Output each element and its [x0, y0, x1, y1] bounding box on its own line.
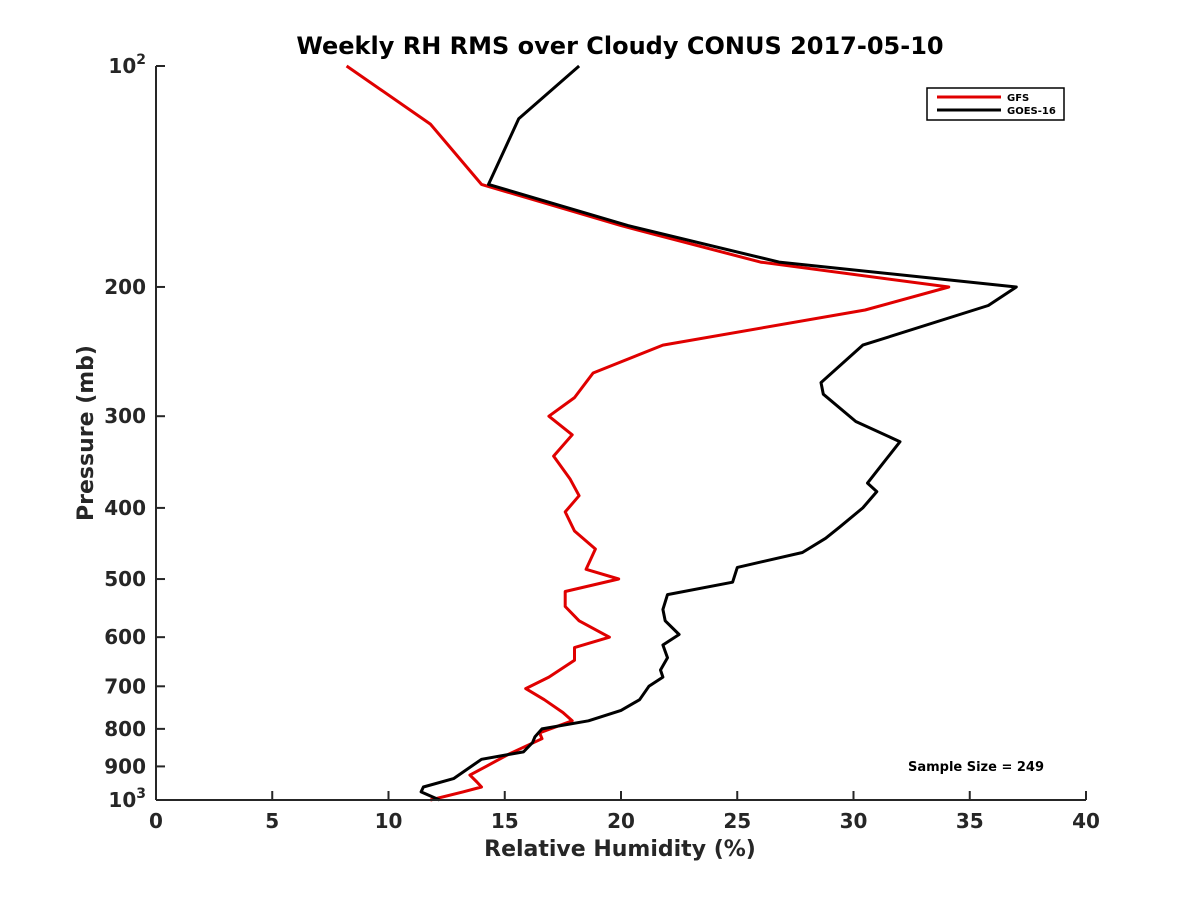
- x-axis-ticks: 0 5 10 15 20 25 30 35 40: [149, 791, 1100, 833]
- x-tick-label: 40: [1072, 809, 1100, 833]
- x-tick-label: 0: [149, 809, 163, 833]
- y-tick-label: 900: [104, 754, 146, 778]
- x-tick-label: 5: [265, 809, 279, 833]
- y-tick-label: 103: [108, 786, 146, 812]
- x-tick-label: 35: [956, 809, 984, 833]
- y-tick-label: 400: [104, 496, 146, 520]
- y-tick-label: 102: [108, 52, 146, 78]
- chart-title: Weekly RH RMS over Cloudy CONUS 2017-05-…: [296, 32, 943, 60]
- legend: GFS GOES-16: [926, 87, 1065, 121]
- y-tick-label: 800: [104, 717, 146, 741]
- x-axis-title: Relative Humidity (%): [484, 837, 756, 862]
- series-line-goes-16: [419, 64, 1018, 802]
- y-tick-label: 300: [104, 404, 146, 428]
- x-tick-label: 15: [491, 809, 519, 833]
- x-tick-label: 10: [375, 809, 403, 833]
- x-tick-label: 20: [607, 809, 635, 833]
- plot-area: [345, 64, 1018, 802]
- y-tick-label: 500: [104, 567, 146, 591]
- y-axis-ticks: 102 200 300 400 500 600 700 800 900 103: [104, 52, 165, 812]
- series-line-gfs: [345, 64, 951, 802]
- sample-size-annotation: Sample Size = 249: [908, 760, 1044, 775]
- legend-label: GOES-16: [1007, 106, 1056, 117]
- x-tick-label: 30: [840, 809, 868, 833]
- legend-label: GFS: [1007, 93, 1029, 104]
- x-tick-label: 25: [723, 809, 751, 833]
- y-axis-title: Pressure (mb): [74, 345, 99, 521]
- y-tick-label: 600: [104, 625, 146, 649]
- y-tick-label: 200: [104, 275, 146, 299]
- legend-box: [926, 87, 1065, 121]
- y-tick-label: 700: [104, 674, 146, 698]
